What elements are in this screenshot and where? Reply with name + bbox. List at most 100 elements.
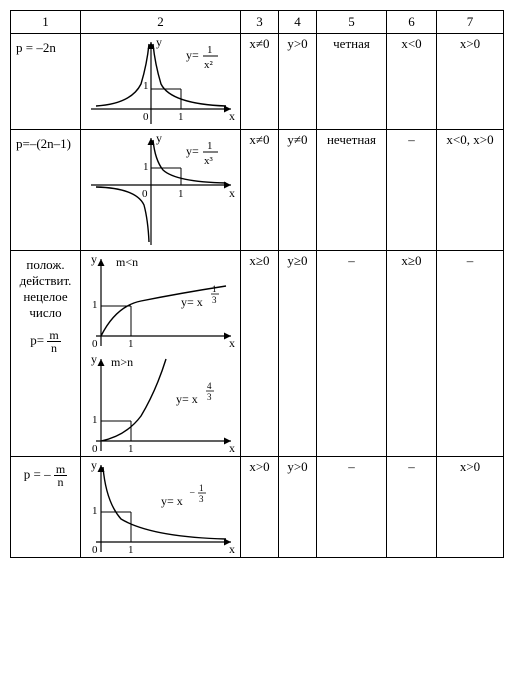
r2c4: y≠0 (279, 130, 317, 251)
r3-prefix: p= (30, 332, 44, 347)
svg-text:0: 0 (142, 188, 148, 200)
r3c5: – (317, 251, 387, 457)
graph-neg-even: 1 1 0 y x y= 1 x² (81, 34, 241, 129)
row-pos-frac: полож. действит. нецелое число p= m n 1 … (11, 251, 504, 457)
svg-text:0: 0 (92, 338, 98, 350)
svg-text:y= x: y= x (181, 295, 203, 309)
svg-text:1: 1 (92, 299, 98, 311)
svg-text:0: 0 (92, 544, 98, 556)
row3-graph-cell: 1 1 0 y x m<n y= x 1 3 1 1 0 y x m>n y= … (81, 251, 241, 457)
svg-text:1: 1 (207, 140, 213, 152)
row-neg-even: p = –2n 1 1 0 y x y= 1 x² x≠0 y>0 четная… (11, 34, 504, 130)
svg-text:y=: y= (186, 144, 199, 158)
svg-text:y: y (91, 458, 97, 472)
svg-text:x: x (229, 441, 235, 455)
r2-prefix: p= (16, 136, 30, 151)
r2-val: –(2n–1) (30, 136, 71, 151)
r2c7: x<0, x>0 (437, 130, 504, 251)
svg-text:y: y (91, 352, 97, 366)
svg-text:4: 4 (207, 381, 212, 391)
row-neg-frac: p = – m n 1 1 0 y x y= x – 1 3 x>0 y>0 (11, 457, 504, 558)
graph-neg-odd: 1 1 0 y x y= 1 x³ (81, 130, 241, 250)
r4-frac: m n (54, 463, 67, 488)
row4-graph-cell: 1 1 0 y x y= x – 1 3 (81, 457, 241, 558)
header-3: 3 (241, 11, 279, 34)
r4c3: x>0 (241, 457, 279, 558)
r3c6: x≥0 (387, 251, 437, 457)
r3c4: y≥0 (279, 251, 317, 457)
cond-label-2: m>n (111, 355, 133, 369)
row1-col1: p = –2n (11, 34, 81, 130)
header-4: 4 (279, 11, 317, 34)
r3c3: x≥0 (241, 251, 279, 457)
eq-num: 1 (207, 44, 213, 56)
header-row: 1 2 3 4 5 6 7 (11, 11, 504, 34)
r3-l2: нецелое (16, 289, 75, 305)
row2-col1: p=–(2n–1) (11, 130, 81, 251)
svg-text:3: 3 (212, 295, 217, 305)
header-2: 2 (81, 11, 241, 34)
svg-text:0: 0 (92, 443, 98, 455)
row1-graph-cell: 1 1 0 y x y= 1 x² (81, 34, 241, 130)
svg-text:1: 1 (212, 284, 217, 294)
r2c5: нечетная (317, 130, 387, 251)
svg-text:x: x (229, 542, 235, 556)
svg-text:1: 1 (199, 483, 204, 493)
r1-prefix: p = (16, 40, 36, 55)
row-neg-odd: p=–(2n–1) 1 1 0 y x y= 1 x³ x≠0 y≠0 нече… (11, 130, 504, 251)
eq-pre: y= (186, 48, 199, 62)
row4-col1: p = – m n (11, 457, 81, 558)
cond-label: m<n (116, 255, 138, 269)
svg-text:1: 1 (178, 188, 184, 200)
r1c4: y>0 (279, 34, 317, 130)
r3-l1: действит. (16, 273, 75, 289)
r4c7: x>0 (437, 457, 504, 558)
row2-graph-cell: 1 1 0 y x y= 1 x³ (81, 130, 241, 251)
r1-val: –2n (36, 40, 56, 55)
r3-l0: полож. (16, 257, 75, 273)
ytick: 1 (143, 80, 149, 92)
r4c5: – (317, 457, 387, 558)
graph-neg-frac: 1 1 0 y x y= x – 1 3 (81, 457, 241, 557)
header-1: 1 (11, 11, 81, 34)
r2c6: – (387, 130, 437, 251)
svg-text:x³: x³ (204, 155, 214, 167)
svg-text:1: 1 (92, 505, 98, 517)
svg-text:1: 1 (128, 443, 134, 455)
svg-text:y: y (91, 252, 97, 266)
header-6: 6 (387, 11, 437, 34)
svg-text:3: 3 (207, 392, 212, 402)
r4c4: y>0 (279, 457, 317, 558)
svg-text:x: x (229, 336, 235, 350)
svg-text:1: 1 (128, 338, 134, 350)
r3-frac: m n (47, 329, 60, 354)
r3-l3: число (16, 305, 75, 321)
r3c7: – (437, 251, 504, 457)
r4c6: – (387, 457, 437, 558)
svg-text:1: 1 (143, 161, 149, 173)
header-5: 5 (317, 11, 387, 34)
graph-power-gt1: 1 1 0 y x m>n y= x 4 3 (81, 351, 241, 456)
r1c6: x<0 (387, 34, 437, 130)
xlabel: x (229, 109, 235, 123)
r4-prefix: p = – (24, 466, 51, 481)
svg-text:y= x: y= x (161, 494, 183, 508)
svg-text:3: 3 (199, 494, 204, 504)
xtick: 1 (178, 111, 184, 123)
eq-den: x² (204, 59, 214, 71)
r1c5: четная (317, 34, 387, 130)
header-7: 7 (437, 11, 504, 34)
r2c3: x≠0 (241, 130, 279, 251)
r1c3: x≠0 (241, 34, 279, 130)
ylabel: y (156, 35, 162, 49)
svg-text:–: – (189, 487, 195, 497)
r1c7: x>0 (437, 34, 504, 130)
power-functions-table: 1 2 3 4 5 6 7 p = –2n 1 1 0 y x y= 1 x² (10, 10, 504, 558)
graph-root: 1 1 0 y x m<n y= x 1 3 (81, 251, 241, 351)
row3-col1: полож. действит. нецелое число p= m n (11, 251, 81, 457)
svg-text:1: 1 (128, 544, 134, 556)
origin: 0 (143, 111, 149, 123)
svg-text:y: y (156, 131, 162, 145)
svg-text:1: 1 (92, 414, 98, 426)
r4-den: n (54, 476, 67, 488)
